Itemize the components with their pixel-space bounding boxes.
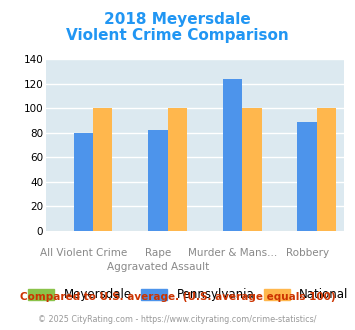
Text: Violent Crime Comparison: Violent Crime Comparison (66, 28, 289, 43)
Text: 2018 Meyersdale: 2018 Meyersdale (104, 12, 251, 26)
Text: © 2025 CityRating.com - https://www.cityrating.com/crime-statistics/: © 2025 CityRating.com - https://www.city… (38, 315, 317, 324)
Bar (223, 79, 242, 231)
Bar (93, 109, 113, 231)
Bar (297, 122, 317, 231)
Bar (148, 130, 168, 231)
Bar (317, 109, 336, 231)
Text: Robbery: Robbery (285, 248, 329, 258)
Bar (242, 109, 262, 231)
Bar (74, 133, 93, 231)
Text: Murder & Mans...: Murder & Mans... (188, 248, 277, 258)
Text: All Violent Crime: All Violent Crime (40, 248, 127, 258)
Text: Aggravated Assault: Aggravated Assault (107, 262, 209, 272)
Text: Rape: Rape (145, 248, 171, 258)
Bar (168, 109, 187, 231)
Legend: Meyersdale, Pennsylvania, National: Meyersdale, Pennsylvania, National (28, 288, 349, 301)
Text: Compared to U.S. average. (U.S. average equals 100): Compared to U.S. average. (U.S. average … (20, 292, 335, 302)
